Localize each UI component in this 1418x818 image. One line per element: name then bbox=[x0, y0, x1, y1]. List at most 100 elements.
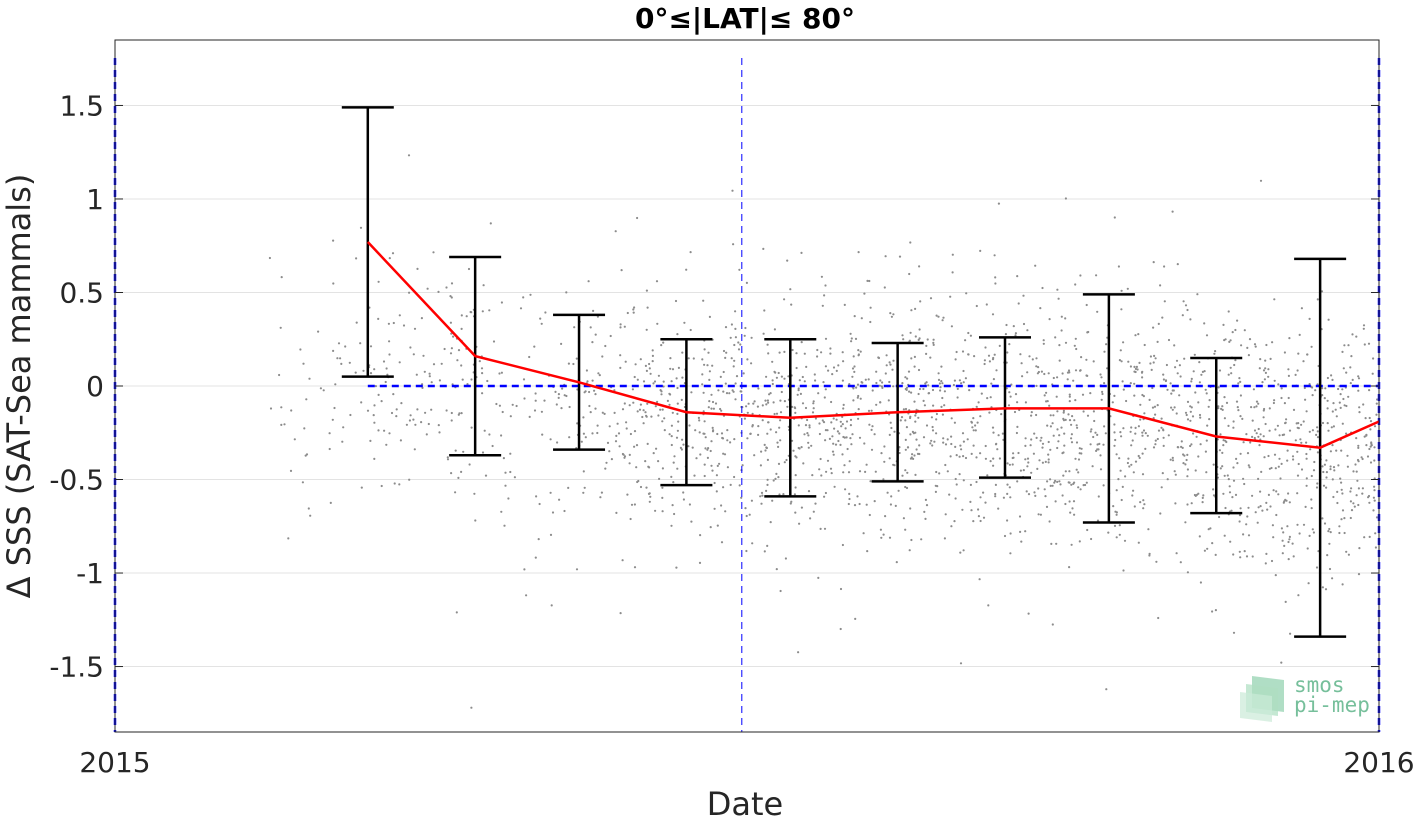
scatter-point bbox=[1263, 407, 1266, 411]
scatter-point bbox=[469, 310, 472, 314]
scatter-point bbox=[688, 503, 692, 506]
scatter-point bbox=[1242, 477, 1245, 480]
scatter-point bbox=[970, 452, 973, 455]
scatter-point bbox=[660, 393, 663, 396]
scatter-point bbox=[523, 397, 526, 400]
scatter-point bbox=[1175, 552, 1178, 555]
scatter-point bbox=[671, 504, 674, 507]
scatter-point bbox=[1042, 342, 1045, 345]
scatter-point bbox=[565, 291, 568, 294]
scatter-point bbox=[855, 386, 858, 389]
scatter-point bbox=[938, 472, 941, 475]
scatter-point bbox=[1231, 331, 1234, 334]
scatter-point bbox=[450, 472, 453, 475]
scatter-point bbox=[832, 442, 835, 445]
scatter-point bbox=[792, 449, 795, 452]
scatter-point bbox=[359, 342, 362, 345]
scatter-point bbox=[449, 352, 453, 355]
scatter-point bbox=[1048, 404, 1051, 407]
scatter-point bbox=[708, 378, 711, 381]
scatter-point bbox=[675, 377, 678, 380]
scatter-point bbox=[1159, 284, 1162, 287]
scatter-point bbox=[1286, 449, 1289, 452]
scatter-point bbox=[676, 412, 679, 415]
scatter-point bbox=[625, 421, 628, 424]
scatter-point bbox=[826, 429, 829, 432]
scatter-point bbox=[1006, 483, 1009, 486]
scatter-point bbox=[1004, 333, 1008, 336]
scatter-point bbox=[856, 495, 859, 498]
scatter-point bbox=[962, 549, 965, 552]
scatter-point bbox=[1008, 391, 1011, 394]
scatter-point bbox=[1309, 448, 1312, 451]
scatter-point bbox=[1357, 444, 1360, 447]
scatter-point bbox=[964, 339, 967, 342]
scatter-point bbox=[777, 371, 780, 375]
scatter-point bbox=[1345, 432, 1348, 435]
scatter-point bbox=[719, 375, 722, 378]
scatter-point bbox=[1346, 465, 1349, 468]
scatter-point bbox=[931, 388, 935, 392]
scatter-point bbox=[729, 336, 732, 339]
scatter-point bbox=[1222, 492, 1225, 495]
scatter-point bbox=[1009, 496, 1012, 499]
scatter-point bbox=[1033, 432, 1036, 435]
scatter-point bbox=[1322, 484, 1326, 487]
scatter-point bbox=[908, 272, 911, 276]
scatter-point bbox=[1313, 460, 1316, 464]
scatter-point bbox=[1336, 490, 1339, 493]
scatter-point bbox=[1070, 423, 1073, 426]
scatter-point bbox=[1224, 439, 1227, 442]
scatter-point bbox=[870, 409, 873, 412]
scatter-point bbox=[1018, 515, 1022, 518]
scatter-point bbox=[962, 440, 966, 443]
scatter-point bbox=[669, 357, 672, 360]
scatter-point bbox=[468, 463, 471, 466]
scatter-point bbox=[1119, 469, 1122, 472]
scatter-point bbox=[424, 411, 427, 414]
scatter-point bbox=[1154, 439, 1157, 442]
scatter-point bbox=[661, 486, 664, 489]
scatter-point bbox=[824, 491, 828, 495]
scatter-point bbox=[1361, 457, 1364, 461]
scatter-point bbox=[773, 370, 776, 373]
scatter-point bbox=[628, 453, 631, 456]
scatter-point bbox=[966, 438, 969, 441]
scatter-point bbox=[766, 432, 769, 435]
scatter-point bbox=[1340, 518, 1343, 521]
scatter-point bbox=[1006, 492, 1009, 495]
scatter-point bbox=[910, 391, 913, 394]
scatter-point bbox=[892, 463, 895, 466]
scatter-point bbox=[1077, 458, 1081, 461]
scatter-point bbox=[1327, 429, 1330, 432]
scatter-point bbox=[1154, 443, 1157, 446]
scatter-point bbox=[1357, 375, 1360, 378]
scatter-point bbox=[1291, 542, 1294, 545]
scatter-point bbox=[1237, 409, 1240, 412]
scatter-point bbox=[1330, 426, 1333, 429]
scatter-point bbox=[991, 313, 995, 316]
scatter-point bbox=[1211, 610, 1214, 613]
scatter-point bbox=[509, 452, 512, 455]
scatter-point bbox=[560, 407, 563, 410]
scatter-point bbox=[302, 362, 305, 365]
scatter-point bbox=[1302, 420, 1305, 423]
scatter-point bbox=[753, 454, 756, 457]
scatter-point bbox=[1356, 479, 1359, 482]
scatter-point bbox=[1253, 436, 1256, 440]
scatter-point bbox=[1092, 435, 1095, 439]
scatter-point bbox=[1265, 501, 1268, 504]
scatter-point bbox=[1278, 457, 1281, 460]
scatter-point bbox=[670, 475, 673, 478]
scatter-point bbox=[706, 456, 710, 459]
scatter-point bbox=[584, 390, 587, 393]
scatter-point bbox=[962, 479, 965, 482]
scatter-point bbox=[702, 391, 705, 394]
scatter-point bbox=[1354, 463, 1357, 466]
scatter-point bbox=[825, 470, 828, 473]
scatter-point bbox=[1323, 463, 1326, 466]
scatter-point bbox=[845, 436, 848, 439]
scatter-point bbox=[654, 509, 657, 512]
scatter-point bbox=[829, 347, 832, 350]
scatter-point bbox=[1171, 456, 1174, 459]
